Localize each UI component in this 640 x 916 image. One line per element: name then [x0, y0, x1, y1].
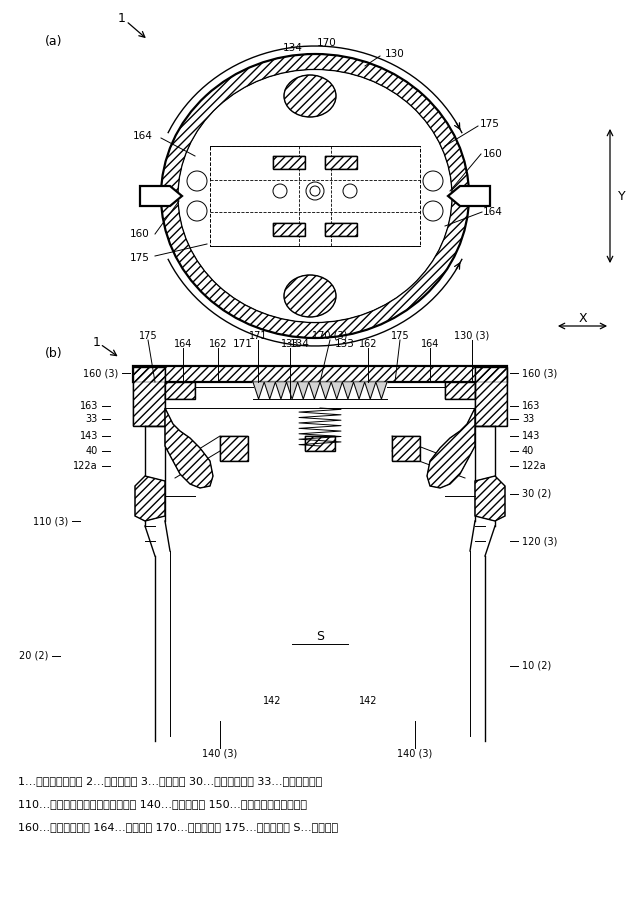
Text: 175: 175: [139, 331, 157, 341]
Text: 133: 133: [335, 339, 355, 349]
Bar: [133, 367, 165, 426]
Ellipse shape: [284, 75, 336, 117]
Ellipse shape: [178, 70, 452, 322]
Text: 110…栓体側パッキン部材　　　　 140…係止部材　 150…圧縮コイルスプリング: 110…栓体側パッキン部材 140…係止部材 150…圧縮コイルスプリング: [18, 799, 307, 809]
Polygon shape: [253, 382, 387, 399]
Bar: [305, 436, 335, 451]
Text: 171: 171: [233, 339, 253, 349]
Text: 164: 164: [174, 339, 192, 349]
Ellipse shape: [161, 54, 469, 338]
Text: S: S: [316, 629, 324, 642]
Text: 160: 160: [483, 149, 503, 159]
Text: 134: 134: [290, 339, 310, 349]
Circle shape: [187, 171, 207, 191]
Text: 122a: 122a: [74, 461, 98, 471]
Text: 140 (3): 140 (3): [202, 749, 237, 759]
Bar: [392, 436, 420, 461]
Text: 33: 33: [86, 414, 98, 424]
Text: 160…解除ボタン　 164…突起部　 170…規制部材　 175…規制溝部　 S…賯留空間: 160…解除ボタン 164…突起部 170…規制部材 175…規制溝部 S…賯留…: [18, 822, 338, 832]
Text: 134: 134: [283, 43, 303, 53]
Bar: [273, 156, 305, 169]
Text: 40: 40: [522, 446, 534, 456]
Text: 142: 142: [359, 696, 377, 706]
Circle shape: [310, 186, 320, 196]
Text: 170 (3): 170 (3): [312, 331, 348, 341]
Text: 160 (3): 160 (3): [83, 368, 118, 378]
Text: (a): (a): [45, 35, 63, 48]
Bar: [445, 382, 475, 399]
Text: X: X: [579, 311, 588, 324]
Text: 163: 163: [79, 401, 98, 411]
Bar: [133, 367, 165, 426]
Text: (b): (b): [45, 347, 63, 361]
Polygon shape: [165, 408, 213, 488]
Text: 142: 142: [263, 696, 281, 706]
Bar: [325, 156, 357, 169]
Text: 164: 164: [421, 339, 439, 349]
Text: 175: 175: [480, 119, 500, 129]
Circle shape: [273, 184, 287, 198]
Text: 171: 171: [249, 331, 268, 341]
Text: 40: 40: [86, 446, 98, 456]
Text: 110 (3): 110 (3): [33, 516, 68, 526]
Bar: [445, 382, 475, 399]
Text: 33: 33: [522, 414, 534, 424]
Text: 143: 143: [79, 431, 98, 441]
Text: 30 (2): 30 (2): [522, 489, 551, 499]
Polygon shape: [427, 408, 475, 488]
Text: 175: 175: [130, 253, 150, 263]
Ellipse shape: [179, 71, 451, 322]
Text: 120 (3): 120 (3): [522, 536, 557, 546]
Bar: [165, 382, 195, 399]
Text: 160: 160: [130, 229, 150, 239]
Bar: [325, 223, 357, 236]
Bar: [325, 156, 357, 169]
Text: 1: 1: [93, 335, 101, 348]
Text: 140 (3): 140 (3): [397, 749, 433, 759]
Bar: [305, 436, 335, 451]
Bar: [273, 156, 305, 169]
Text: 20 (2): 20 (2): [19, 651, 48, 661]
Bar: [273, 223, 305, 236]
Text: 10 (2): 10 (2): [522, 661, 551, 671]
FancyArrow shape: [448, 186, 490, 206]
Text: Y: Y: [618, 190, 626, 202]
Circle shape: [423, 171, 443, 191]
Bar: [133, 366, 507, 382]
Circle shape: [423, 201, 443, 221]
Bar: [210, 146, 420, 246]
Bar: [325, 223, 357, 236]
Text: 164: 164: [483, 207, 503, 217]
Bar: [475, 367, 507, 426]
Bar: [220, 436, 248, 461]
FancyArrow shape: [140, 186, 182, 206]
Polygon shape: [135, 476, 165, 521]
Text: 175: 175: [390, 331, 410, 341]
Ellipse shape: [284, 275, 336, 317]
Bar: [165, 382, 195, 399]
Text: 170: 170: [317, 38, 337, 48]
Bar: [475, 367, 507, 426]
Bar: [220, 436, 248, 461]
Text: 130 (3): 130 (3): [454, 331, 490, 341]
Text: 143: 143: [522, 431, 540, 441]
Text: 1: 1: [118, 12, 126, 25]
Bar: [273, 223, 305, 236]
Circle shape: [187, 201, 207, 221]
Text: 1…携帯飲料容器　 2…容器本体　 3…栓体　　 30…飲み口部材　 33…逆テーパー部: 1…携帯飲料容器 2…容器本体 3…栓体 30…飲み口部材 33…逆テーパー部: [18, 776, 323, 786]
Text: 160 (3): 160 (3): [522, 368, 557, 378]
Text: 164: 164: [133, 131, 153, 141]
Text: 162: 162: [209, 339, 227, 349]
Circle shape: [343, 184, 357, 198]
Text: 130: 130: [385, 49, 405, 59]
Circle shape: [306, 182, 324, 200]
Text: 162: 162: [359, 339, 377, 349]
Text: 133: 133: [281, 339, 299, 349]
Text: 163: 163: [522, 401, 540, 411]
Polygon shape: [475, 476, 505, 521]
Text: 122a: 122a: [522, 461, 547, 471]
Bar: [392, 436, 420, 461]
Bar: [133, 366, 507, 382]
